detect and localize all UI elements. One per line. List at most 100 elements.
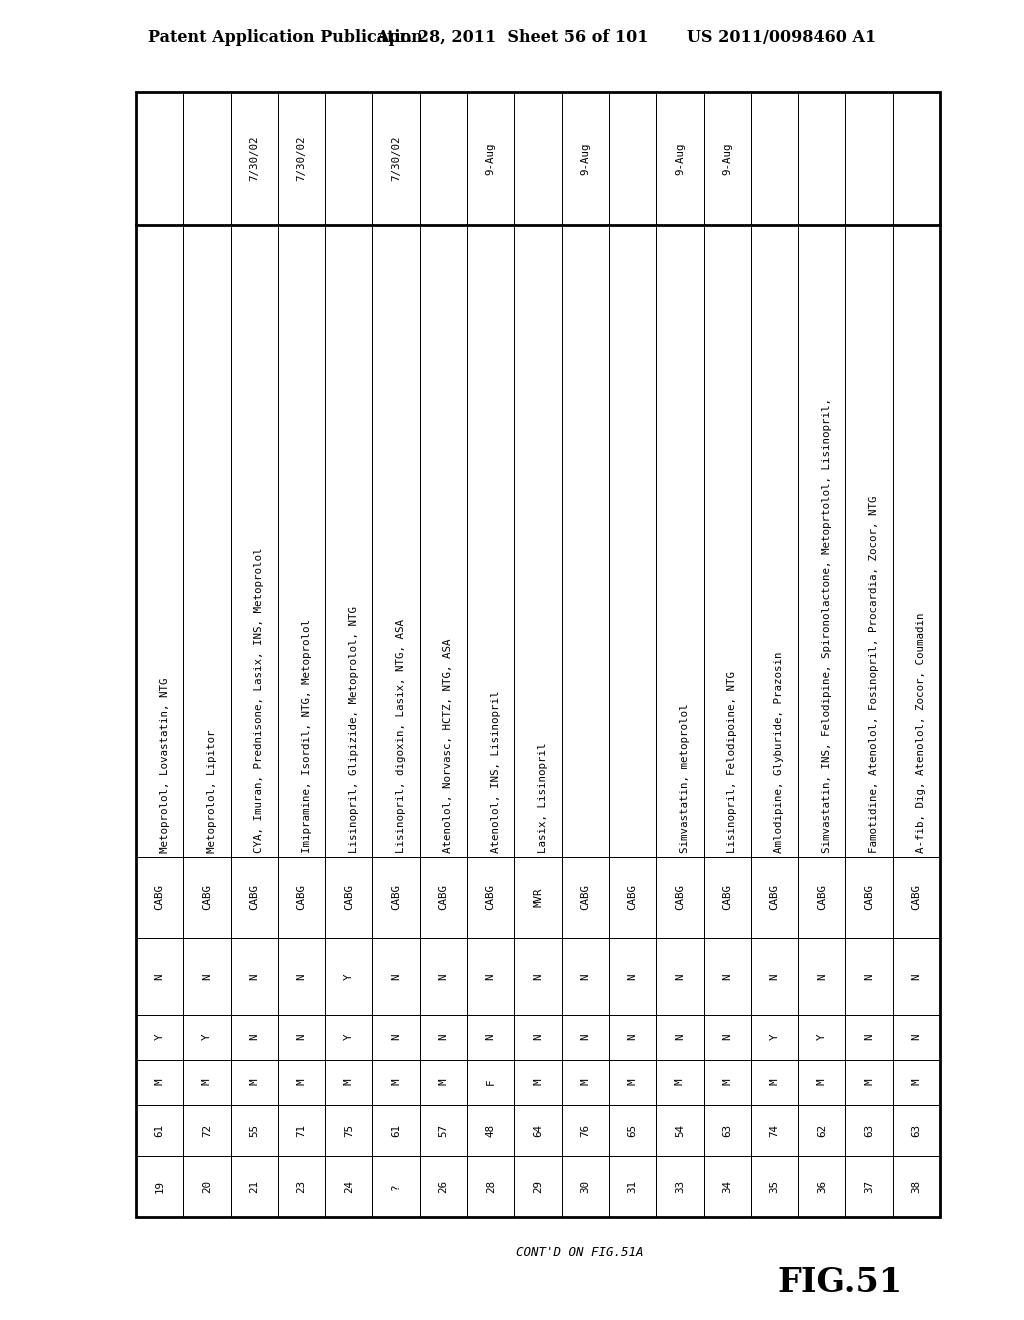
Text: 61: 61 xyxy=(155,1123,165,1137)
Text: Famotidine, Atenolol, Fosinopril, Procardia, Zocor, NTG: Famotidine, Atenolol, Fosinopril, Procar… xyxy=(869,495,879,853)
Bar xyxy=(656,92,703,224)
Text: Lisinopril, digoxin, Lasix, NTG, ASA: Lisinopril, digoxin, Lasix, NTG, ASA xyxy=(396,619,407,853)
Text: Y: Y xyxy=(769,1034,779,1040)
Text: M: M xyxy=(391,1078,401,1085)
Bar xyxy=(846,92,893,224)
Bar xyxy=(373,224,420,857)
Text: CABG: CABG xyxy=(438,884,449,911)
Bar xyxy=(656,1156,703,1217)
Text: CABG: CABG xyxy=(391,884,401,911)
Bar xyxy=(420,1015,467,1060)
Bar xyxy=(514,1156,561,1217)
Text: CABG: CABG xyxy=(581,884,590,911)
Text: Y: Y xyxy=(155,1034,165,1040)
Bar xyxy=(703,92,751,224)
Bar xyxy=(846,939,893,1015)
Bar xyxy=(136,1015,183,1060)
Text: N: N xyxy=(628,1034,638,1040)
Bar xyxy=(326,1105,373,1156)
Text: 65: 65 xyxy=(628,1123,638,1137)
Text: 28: 28 xyxy=(485,1180,496,1193)
Text: Y: Y xyxy=(344,973,354,979)
Text: M: M xyxy=(297,1078,306,1085)
Bar xyxy=(846,1105,893,1156)
Bar xyxy=(514,1060,561,1105)
Text: M: M xyxy=(202,1078,212,1085)
Text: Y: Y xyxy=(344,1034,354,1040)
Text: US 2011/0098460 A1: US 2011/0098460 A1 xyxy=(687,29,876,45)
Bar xyxy=(561,1156,609,1217)
Text: CABG: CABG xyxy=(817,884,826,911)
Text: M: M xyxy=(675,1078,685,1085)
Text: N: N xyxy=(675,1034,685,1040)
Bar xyxy=(183,224,230,857)
Bar xyxy=(373,1015,420,1060)
Bar xyxy=(514,1105,561,1156)
Text: CABG: CABG xyxy=(249,884,259,911)
Text: M: M xyxy=(722,1078,732,1085)
Bar xyxy=(561,1105,609,1156)
Bar xyxy=(751,1156,798,1217)
Bar xyxy=(846,224,893,857)
Bar xyxy=(893,857,940,939)
Bar xyxy=(373,1060,420,1105)
Text: N: N xyxy=(534,1034,543,1040)
Bar xyxy=(420,939,467,1015)
Text: N: N xyxy=(297,1034,306,1040)
Bar xyxy=(183,92,230,224)
Text: FIG.51: FIG.51 xyxy=(777,1266,902,1299)
Text: CABG: CABG xyxy=(675,884,685,911)
Text: CONT'D ON FIG.51A: CONT'D ON FIG.51A xyxy=(516,1246,644,1258)
Bar xyxy=(656,939,703,1015)
Text: Simvastatin, INS, Felodipine, Spironolactone, Metoprtolol, Lisinopril,: Simvastatin, INS, Felodipine, Spironolac… xyxy=(822,399,831,853)
Bar xyxy=(326,939,373,1015)
Bar xyxy=(893,92,940,224)
Text: 35: 35 xyxy=(769,1180,779,1193)
Text: 55: 55 xyxy=(249,1123,259,1137)
Bar xyxy=(609,92,656,224)
Bar xyxy=(373,1156,420,1217)
Bar xyxy=(893,1156,940,1217)
Text: CABG: CABG xyxy=(202,884,212,911)
Text: N: N xyxy=(581,973,590,979)
Bar xyxy=(420,1060,467,1105)
Text: 7/30/02: 7/30/02 xyxy=(391,136,401,181)
Bar xyxy=(846,1156,893,1217)
Bar xyxy=(703,939,751,1015)
Text: N: N xyxy=(534,973,543,979)
Bar xyxy=(230,1105,278,1156)
Text: 72: 72 xyxy=(202,1123,212,1137)
Bar xyxy=(609,1105,656,1156)
Bar xyxy=(846,1060,893,1105)
Text: N: N xyxy=(581,1034,590,1040)
Text: ?: ? xyxy=(391,1183,401,1189)
Text: 34: 34 xyxy=(722,1180,732,1193)
Text: 38: 38 xyxy=(911,1180,922,1193)
Text: M: M xyxy=(581,1078,590,1085)
Text: N: N xyxy=(722,973,732,979)
Bar xyxy=(751,224,798,857)
Text: MVR: MVR xyxy=(534,888,543,907)
Text: N: N xyxy=(817,973,826,979)
Bar xyxy=(751,1105,798,1156)
Bar xyxy=(230,1015,278,1060)
Bar xyxy=(514,224,561,857)
Bar xyxy=(703,1105,751,1156)
Text: N: N xyxy=(485,1034,496,1040)
Bar xyxy=(420,92,467,224)
Bar xyxy=(656,1105,703,1156)
Text: M: M xyxy=(864,1078,874,1085)
Text: N: N xyxy=(864,1034,874,1040)
Text: Y: Y xyxy=(202,1034,212,1040)
Text: 76: 76 xyxy=(581,1123,590,1137)
Bar xyxy=(467,1015,514,1060)
Text: 54: 54 xyxy=(675,1123,685,1137)
Text: M: M xyxy=(344,1078,354,1085)
Text: CABG: CABG xyxy=(628,884,638,911)
Bar xyxy=(561,1060,609,1105)
Text: M: M xyxy=(438,1078,449,1085)
Bar xyxy=(798,224,846,857)
Text: Amlodipine, Glyburide, Prazosin: Amlodipine, Glyburide, Prazosin xyxy=(774,652,784,853)
Text: CABG: CABG xyxy=(864,884,874,911)
Text: M: M xyxy=(769,1078,779,1085)
